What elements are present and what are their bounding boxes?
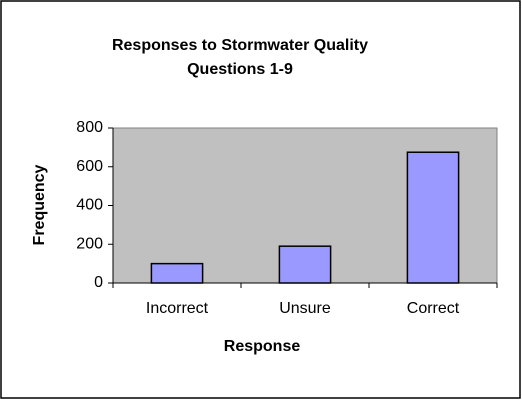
bar	[278, 245, 332, 284]
y-tick-label: 200	[76, 235, 103, 252]
bar	[406, 151, 460, 284]
x-axis-label: Response	[224, 338, 301, 355]
x-tick-label: Correct	[407, 300, 460, 317]
y-tick-label: 600	[76, 158, 103, 175]
y-axis-label: Frequency	[31, 164, 48, 245]
x-tick-label: Incorrect	[146, 300, 209, 317]
y-tick-label: 400	[76, 197, 103, 214]
chart-title: Responses to Stormwater Quality Question…	[111, 37, 369, 78]
y-tick-label: 800	[76, 119, 103, 136]
x-tick-label: Unsure	[279, 300, 331, 317]
bar	[150, 262, 204, 284]
y-tick-label: 0	[94, 274, 103, 291]
